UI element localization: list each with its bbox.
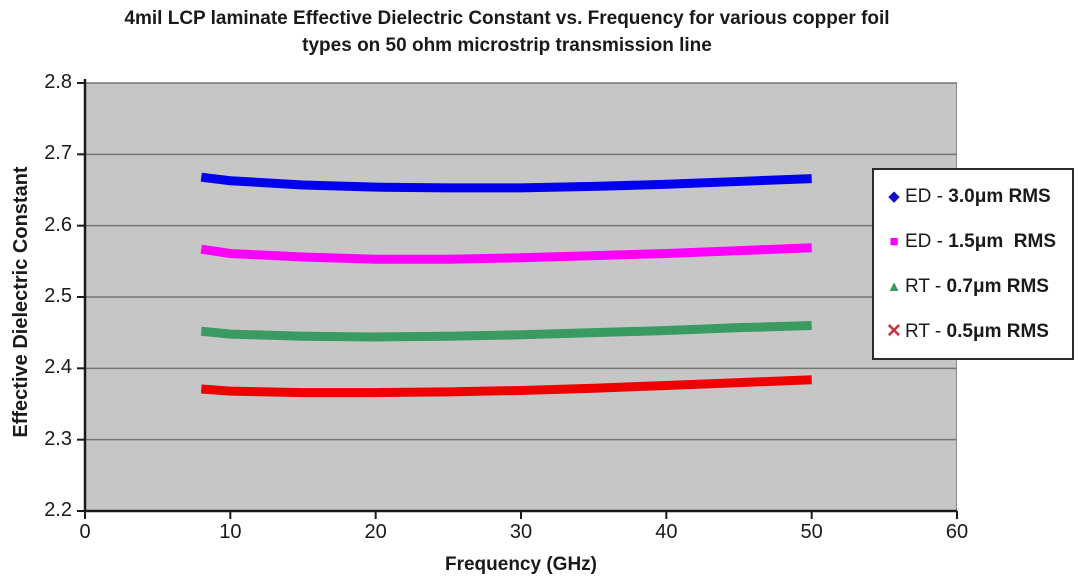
x-tick-label-50: 50 (800, 521, 823, 543)
legend-item-ed-3.0-m-rms[interactable]: ◆ ED - 3.0μm RMS (883, 186, 1072, 208)
y-tick-label-2.8: 2.8 (44, 71, 72, 93)
chart-title-line1: 4mil LCP laminate Effective Dielectric C… (124, 8, 890, 29)
y-tick-label-2.5: 2.5 (44, 285, 72, 307)
series-line-ed-1.5-m-rms[interactable] (200, 243, 812, 264)
legend-item-ed-1.5-m-rms[interactable]: ■ ED - 1.5μm RMS (883, 231, 1072, 253)
chart-title-line2: types on 50 ohm microstrip transmission … (302, 35, 712, 56)
legend-label-value: 1.5μm RMS (948, 230, 1056, 252)
y-tick-label-2.4: 2.4 (44, 356, 72, 379)
legend-label-prefix: RT - (905, 275, 947, 297)
y-tick-label-2.6: 2.6 (44, 213, 72, 236)
legend-label-prefix: ED - (905, 230, 949, 252)
x-tick-label-40: 40 (655, 521, 678, 543)
legend-item-rt-0.5-m-rms[interactable]: ✕ RT - 0.5μm RMS (883, 321, 1072, 343)
series-line-rt-0.7-m-rms[interactable] (200, 321, 812, 342)
x-tick-label-0: 0 (79, 521, 91, 543)
diamond-marker-icon: ◆ (888, 188, 900, 205)
square-marker-icon: ■ (889, 233, 899, 250)
y-tick-label-2.3: 2.3 (44, 427, 72, 450)
legend[interactable]: ◆ ED - 3.0μm RMS ■ ED - 1.5μm RMS ▲ RT - 0.7μ… (872, 168, 1074, 360)
series-line-ed-3.0-m-rms[interactable] (200, 172, 812, 193)
y-tick-label-2.2: 2.2 (44, 499, 72, 521)
legend-label-value: 3.0μm RMS (948, 185, 1051, 207)
legend-label-prefix: ED - (905, 185, 949, 207)
x-tick-label-30: 30 (509, 521, 533, 543)
x-tick-label-10: 10 (219, 521, 242, 543)
y-tick-label-2.7: 2.7 (44, 142, 72, 165)
series-line-rt-0.5-m-rms[interactable] (200, 375, 812, 398)
x-marker-icon: ✕ (886, 321, 902, 342)
x-tick-label-20: 20 (364, 521, 387, 543)
legend-item-rt-0.7-m-rms[interactable]: ▲ RT - 0.7μm RMS (883, 276, 1072, 298)
x-tick-label-60: 60 (945, 521, 969, 543)
legend-label-value: 0.5μm RMS (946, 320, 1049, 342)
chart-title: 4mil LCP laminate Effective Dielectric C… (0, 5, 1014, 59)
legend-label-prefix: RT - (905, 320, 947, 342)
x-axis-title: Frequency (GHz) (444, 554, 598, 575)
legend-label-value: 0.7μm RMS (946, 275, 1049, 297)
triangle-marker-icon: ▲ (886, 278, 902, 295)
